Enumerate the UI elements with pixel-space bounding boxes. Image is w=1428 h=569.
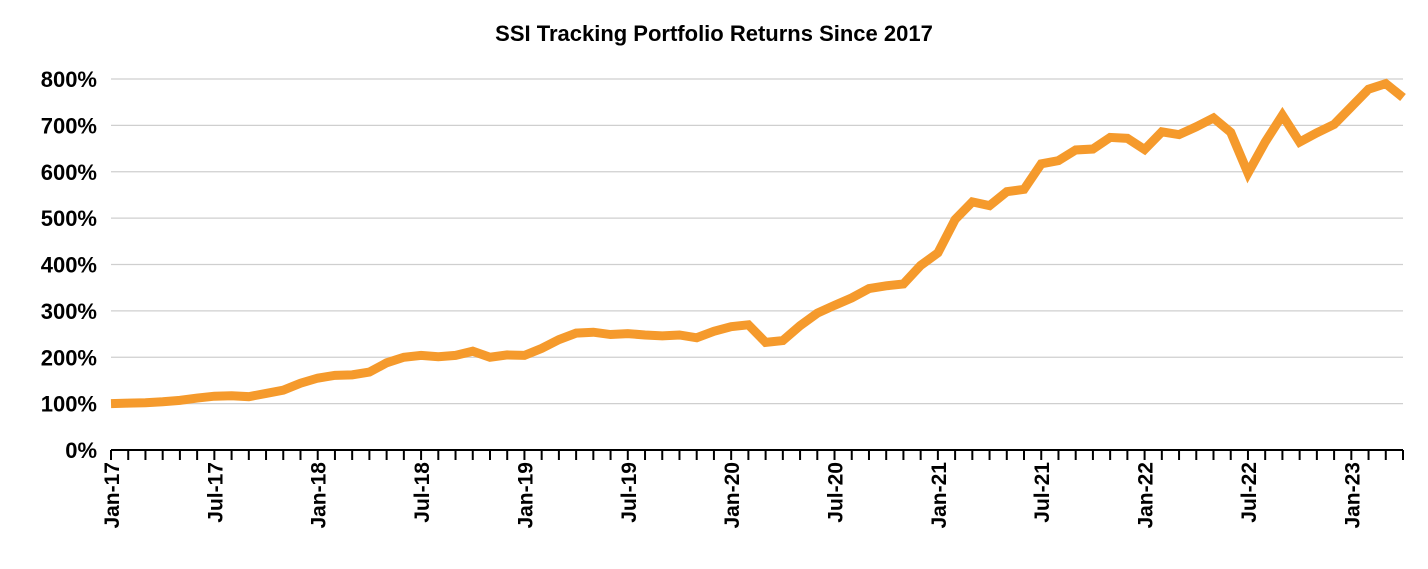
y-axis-tick-labels: 0% 100% 200% 300% 400% 500% 600% 700% 800% bbox=[41, 67, 97, 463]
x-axis bbox=[110, 449, 1404, 460]
gridlines bbox=[111, 78, 1403, 405]
y-tick-label: 0% bbox=[65, 438, 97, 463]
x-tick-label: Jul-18 bbox=[411, 462, 434, 523]
x-tick-label: Jan-22 bbox=[1135, 462, 1158, 529]
y-tick-label: 300% bbox=[41, 299, 97, 324]
series bbox=[110, 78, 1406, 409]
y-tick-label: 200% bbox=[41, 345, 97, 370]
x-tick-label: Jul-17 bbox=[204, 462, 227, 523]
y-tick-label: 600% bbox=[41, 160, 97, 185]
y-tick-label: 700% bbox=[41, 113, 97, 138]
x-tick-label: Jul-19 bbox=[618, 462, 641, 523]
x-tick-label: Jul-21 bbox=[1031, 462, 1054, 523]
x-tick-label: Jan-23 bbox=[1341, 462, 1364, 529]
x-tick-label: Jan-17 bbox=[101, 462, 124, 529]
x-tick-label: Jul-20 bbox=[825, 462, 848, 523]
x-tick-label: Jan-21 bbox=[928, 462, 951, 529]
x-tick-label: Jan-19 bbox=[514, 462, 537, 529]
x-tick-label: Jan-18 bbox=[308, 462, 331, 529]
series-line bbox=[110, 78, 1406, 409]
x-tick-label: Jul-22 bbox=[1238, 462, 1261, 523]
y-tick-label: 500% bbox=[41, 206, 97, 231]
x-axis-tick-labels: Jan-17 Jul-17 Jan-18 Jul-18 Jan-19 Jul-19 Jan-… bbox=[101, 462, 1364, 529]
x-tick-label: Jan-20 bbox=[721, 462, 744, 529]
y-tick-label: 100% bbox=[41, 392, 97, 417]
chart-title: SSI Tracking Portfolio Returns Since 201… bbox=[495, 21, 933, 46]
y-tick-label: 400% bbox=[41, 253, 97, 278]
y-tick-label: 800% bbox=[41, 67, 97, 92]
